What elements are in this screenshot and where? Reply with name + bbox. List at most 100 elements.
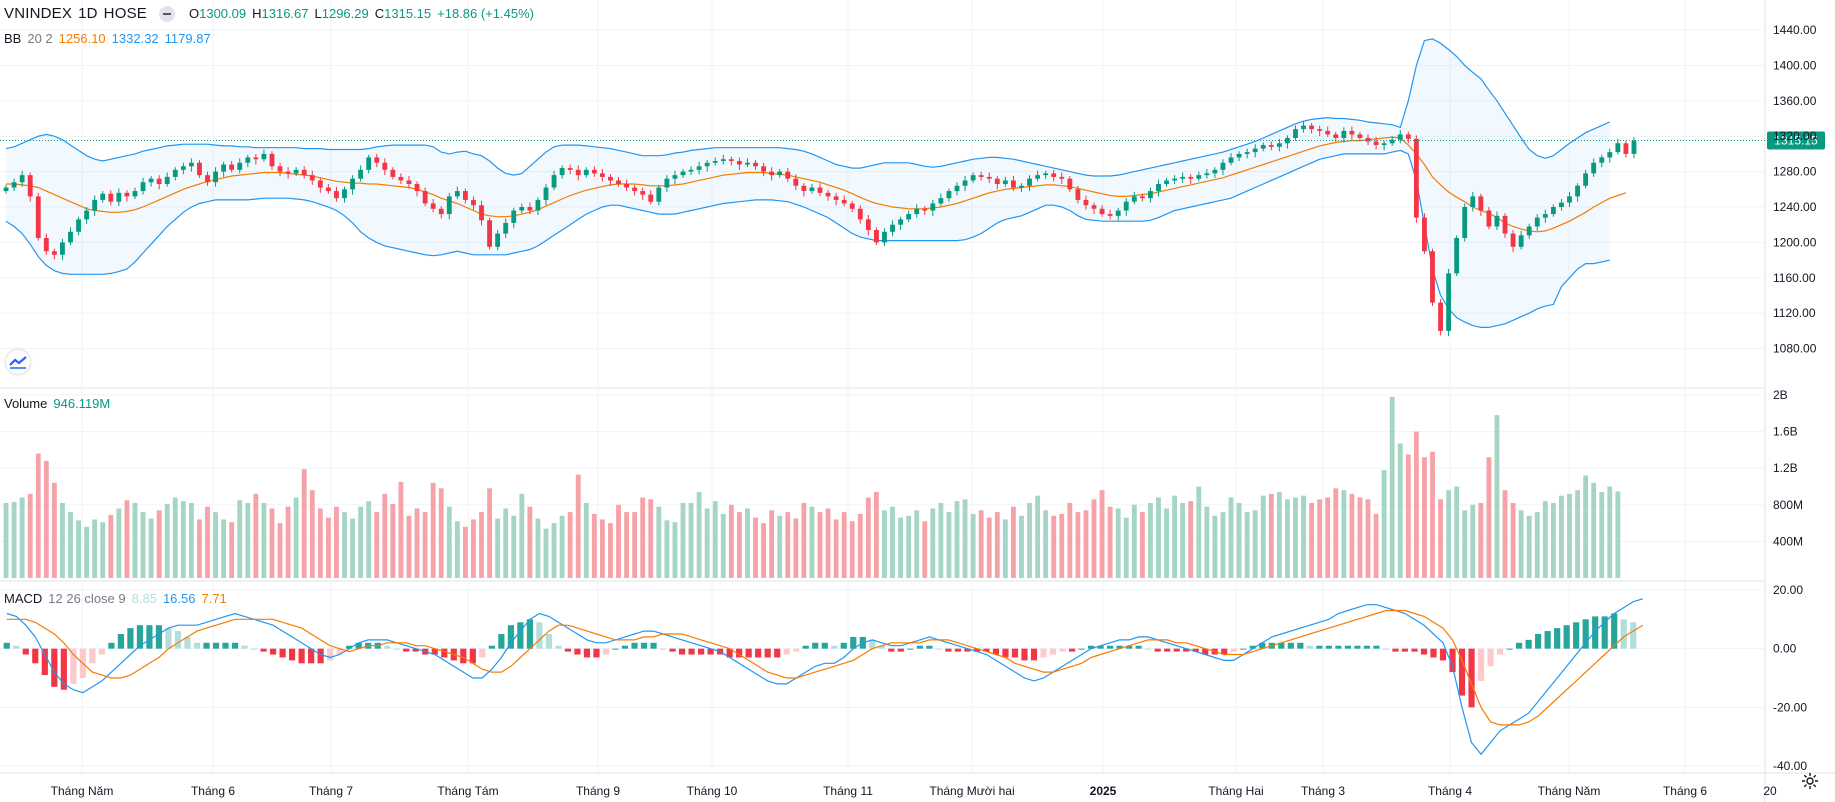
bb-upper-value: 1332.32 <box>111 31 159 46</box>
volume-bar <box>769 510 775 578</box>
macd-histogram-bar <box>165 628 172 649</box>
bb-lower-line <box>5 149 1610 328</box>
candle-body <box>1430 251 1435 303</box>
macd-histogram-bar <box>1135 645 1142 649</box>
candle-body <box>180 166 186 170</box>
candle-body <box>1220 162 1226 170</box>
candle-body <box>1349 130 1355 135</box>
volume-bar <box>1349 493 1355 578</box>
x-tick-label: Tháng 9 <box>576 784 620 798</box>
macd-histogram-bar <box>593 648 600 658</box>
macd-histogram-bar <box>51 648 58 687</box>
volume-bar <box>1188 501 1194 578</box>
macd-histogram-bar <box>1401 648 1409 652</box>
macd-histogram-bar <box>640 642 648 649</box>
candle-body <box>785 171 791 179</box>
candle-body <box>438 208 444 215</box>
symbol-interval[interactable]: 1D <box>78 5 98 22</box>
candle-body <box>366 157 372 170</box>
candle-body <box>801 185 807 192</box>
symbol-name[interactable]: VNINDEX <box>4 5 73 22</box>
volume-bar <box>599 519 605 578</box>
candle-body <box>277 166 283 172</box>
macd-histogram-bar <box>612 648 619 650</box>
macd-histogram-bar <box>498 634 505 649</box>
volume-bar <box>1397 443 1403 578</box>
candle-body <box>1373 141 1379 146</box>
macd-histogram-bar <box>469 648 476 664</box>
candle-body <box>414 183 420 192</box>
price-tick-label: 1080.00 <box>1773 342 1817 356</box>
volume-bar <box>19 497 25 578</box>
candle-body <box>237 162 243 170</box>
macd-histogram-bar <box>678 648 686 655</box>
macd-histogram-bar <box>897 648 904 652</box>
volume-legend[interactable]: Volume 946.119M <box>4 396 110 411</box>
candle-body <box>930 203 936 211</box>
settings-gear-icon[interactable] <box>1801 772 1819 790</box>
candle-body <box>422 191 428 204</box>
macd-histogram-bar <box>783 648 790 655</box>
candle-body <box>543 187 549 200</box>
volume-bar <box>1486 457 1492 578</box>
volume-bar <box>962 499 968 578</box>
volume-bar <box>414 508 420 578</box>
macd-histogram-bar <box>821 642 828 649</box>
volume-tick-label: 1.2B <box>1773 461 1798 475</box>
macd-histogram-bar <box>98 648 105 655</box>
volume-bar <box>567 512 573 578</box>
macd-histogram-bar <box>602 648 610 655</box>
macd-histogram-bar <box>327 648 334 661</box>
macd-histogram-bar <box>1259 642 1266 649</box>
candle-body <box>325 187 331 192</box>
x-tick-label: Tháng 11 <box>823 784 873 798</box>
candle-body <box>495 233 501 247</box>
volume-bar <box>1317 499 1323 578</box>
volume-bar <box>857 513 863 578</box>
candle-body <box>1438 302 1443 331</box>
tradingview-logo-icon[interactable] <box>6 350 30 374</box>
candle-body <box>1276 143 1282 147</box>
ohlc-close: C1315.15 <box>374 6 432 21</box>
macd-histogram-bar <box>992 648 1000 655</box>
volume-bar <box>672 522 678 578</box>
volume-tick-label: 400M <box>1773 534 1803 548</box>
macd-histogram-bar <box>1487 648 1494 667</box>
candle-body <box>1131 196 1137 202</box>
volume-bar <box>648 499 654 578</box>
candle-body <box>172 169 178 177</box>
macd-histogram-bar <box>1601 616 1608 649</box>
macd-histogram-bar <box>1363 645 1371 649</box>
candle-body <box>390 169 396 177</box>
volume-bar <box>1268 493 1274 578</box>
candle-body <box>188 162 194 167</box>
candle-body <box>1099 208 1105 215</box>
volume-bar <box>1035 495 1041 578</box>
macd-histogram-bar <box>659 648 667 650</box>
macd-histogram-bar <box>1439 648 1447 661</box>
volume-bar <box>398 481 404 578</box>
collapse-legend-icon[interactable] <box>158 5 175 22</box>
macd-legend[interactable]: MACD 12 26 close 9 8.85 16.56 7.71 <box>4 591 227 606</box>
price-tick-label: 1280.00 <box>1773 165 1817 179</box>
macd-tick-label: 20.00 <box>1773 583 1803 597</box>
volume-bar <box>1309 502 1315 578</box>
volume-bar <box>946 512 952 578</box>
volume-bar <box>164 503 170 578</box>
volume-bar <box>793 518 799 578</box>
macd-histogram-bar <box>1325 645 1332 649</box>
candle-body <box>100 193 106 200</box>
macd-histogram-bar <box>355 642 362 649</box>
macd-histogram-bar <box>545 634 553 649</box>
macd-histogram-bar <box>212 642 220 649</box>
candle-body <box>1607 152 1613 158</box>
bb-legend[interactable]: BB 20 2 1256.10 1332.32 1179.87 <box>4 31 211 46</box>
candle-body <box>688 169 694 172</box>
symbol-exchange: HOSE <box>103 5 147 22</box>
candle-body <box>1051 173 1057 177</box>
macd-histogram-bar <box>1430 648 1437 658</box>
macd-histogram-bar <box>184 636 191 649</box>
candle-body <box>1397 134 1403 140</box>
candle-body <box>1002 180 1008 184</box>
